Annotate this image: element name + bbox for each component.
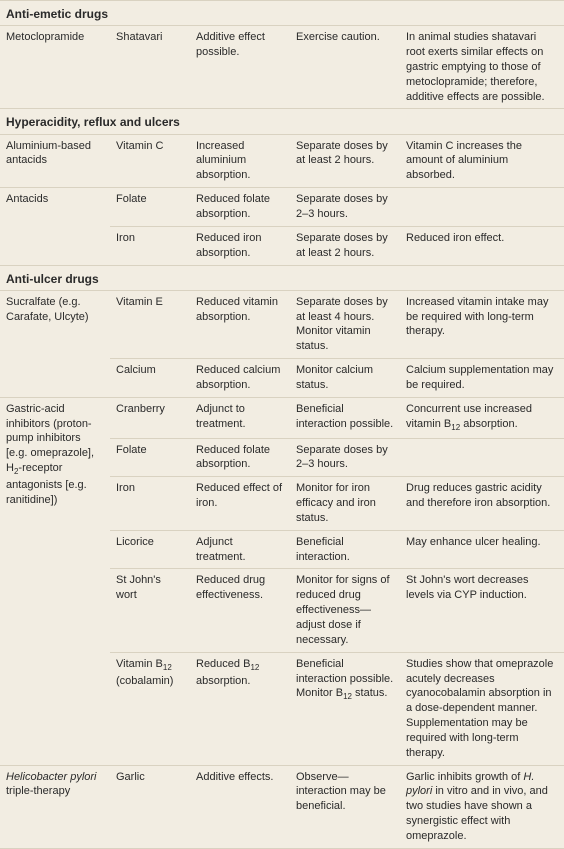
col-substance: Folate: [110, 438, 190, 477]
col-substance: Garlic: [110, 765, 190, 848]
col-substance: Iron: [110, 477, 190, 531]
col-substance: Folate: [110, 188, 190, 227]
col-notes: Reduced iron effect.: [400, 226, 564, 265]
section-title: Anti-ulcer drugs: [0, 265, 564, 290]
col-effect: Adjunct to treatment.: [190, 397, 290, 438]
col-effect: Reduced calcium absorption.: [190, 359, 290, 398]
section-title: Hyperacidity, reflux and ulcers: [0, 109, 564, 134]
col-effect: Reduced drug effectiveness.: [190, 569, 290, 652]
col-effect: Additive effect possible.: [190, 26, 290, 109]
col-action: Monitor calcium status.: [290, 359, 400, 398]
col-effect: Reduced folate absorption.: [190, 188, 290, 227]
col-substance: Licorice: [110, 530, 190, 569]
table-row: MetoclopramideShatavariAdditive effect p…: [0, 26, 564, 109]
col-substance: Shatavari: [110, 26, 190, 109]
col-notes: Garlic inhibits growth of H. pylori in v…: [400, 765, 564, 848]
col-effect: Reduced iron absorption.: [190, 226, 290, 265]
section-header: Anti-emetic drugs: [0, 1, 564, 26]
col-drug: Metoclopramide: [0, 26, 110, 109]
section-header: Hyperacidity, reflux and ulcers: [0, 109, 564, 134]
table-row: AntacidsFolateReduced folate absorption.…: [0, 188, 564, 227]
table-row: Sucralfate (e.g. Carafate, Ulcyte)Vitami…: [0, 290, 564, 358]
col-notes: Studies show that omeprazole acutely dec…: [400, 652, 564, 765]
col-effect: Increased aluminium absorption.: [190, 134, 290, 188]
col-action: Monitor for signs of reduced drug effect…: [290, 569, 400, 652]
col-notes: Vitamin C increases the amount of alumin…: [400, 134, 564, 188]
col-substance: Vitamin C: [110, 134, 190, 188]
col-notes: [400, 438, 564, 477]
table-row: Helicobacter pylori triple-therapyGarlic…: [0, 765, 564, 848]
col-action: Separate doses by at least 2 hours.: [290, 226, 400, 265]
col-notes: Increased vitamin intake may be required…: [400, 290, 564, 358]
section-header: Anti-ulcer drugs: [0, 265, 564, 290]
col-action: Separate doses by at least 4 hours. Moni…: [290, 290, 400, 358]
col-action: Beneficial interaction possible. Monitor…: [290, 652, 400, 765]
col-action: Separate doses by 2–3 hours.: [290, 438, 400, 477]
col-substance: St John's wort: [110, 569, 190, 652]
col-effect: Reduced folate absorption.: [190, 438, 290, 477]
col-effect: Reduced vitamin absorption.: [190, 290, 290, 358]
col-action: Observe—interaction may be beneficial.: [290, 765, 400, 848]
col-substance: Vitamin E: [110, 290, 190, 358]
col-drug: Helicobacter pylori triple-therapy: [0, 765, 110, 848]
col-effect: Reduced B12 absorption.: [190, 652, 290, 765]
col-action: Exercise caution.: [290, 26, 400, 109]
col-action: Beneficial interaction possible.: [290, 397, 400, 438]
col-drug: Sucralfate (e.g. Carafate, Ulcyte): [0, 290, 110, 397]
col-notes: Drug reduces gastric acidity and therefo…: [400, 477, 564, 531]
col-substance: Calcium: [110, 359, 190, 398]
table-row: Aluminium-based antacidsVitamin CIncreas…: [0, 134, 564, 188]
col-action: Monitor for iron efficacy and iron statu…: [290, 477, 400, 531]
drug-interaction-table: Anti-emetic drugsMetoclopramideShatavari…: [0, 0, 564, 849]
table-row: Gastric-acid inhibitors (proton-pump inh…: [0, 397, 564, 438]
col-effect: Additive effects.: [190, 765, 290, 848]
col-substance: Cranberry: [110, 397, 190, 438]
col-notes: St John's wort decreases levels via CYP …: [400, 569, 564, 652]
col-notes: In animal studies shatavari root exerts …: [400, 26, 564, 109]
section-title: Anti-emetic drugs: [0, 1, 564, 26]
col-action: Separate doses by at least 2 hours.: [290, 134, 400, 188]
col-effect: Reduced effect of iron.: [190, 477, 290, 531]
col-notes: Concurrent use increased vitamin B12 abs…: [400, 397, 564, 438]
col-substance: Vitamin B12 (cobalamin): [110, 652, 190, 765]
col-action: Beneficial interaction.: [290, 530, 400, 569]
col-effect: Adjunct treatment.: [190, 530, 290, 569]
col-notes: May enhance ulcer healing.: [400, 530, 564, 569]
col-notes: Calcium supplementation may be required.: [400, 359, 564, 398]
col-action: Separate doses by 2–3 hours.: [290, 188, 400, 227]
col-notes: [400, 188, 564, 227]
col-drug: Aluminium-based antacids: [0, 134, 110, 188]
col-drug: Gastric-acid inhibitors (proton-pump inh…: [0, 397, 110, 765]
col-drug: Antacids: [0, 188, 110, 265]
col-substance: Iron: [110, 226, 190, 265]
